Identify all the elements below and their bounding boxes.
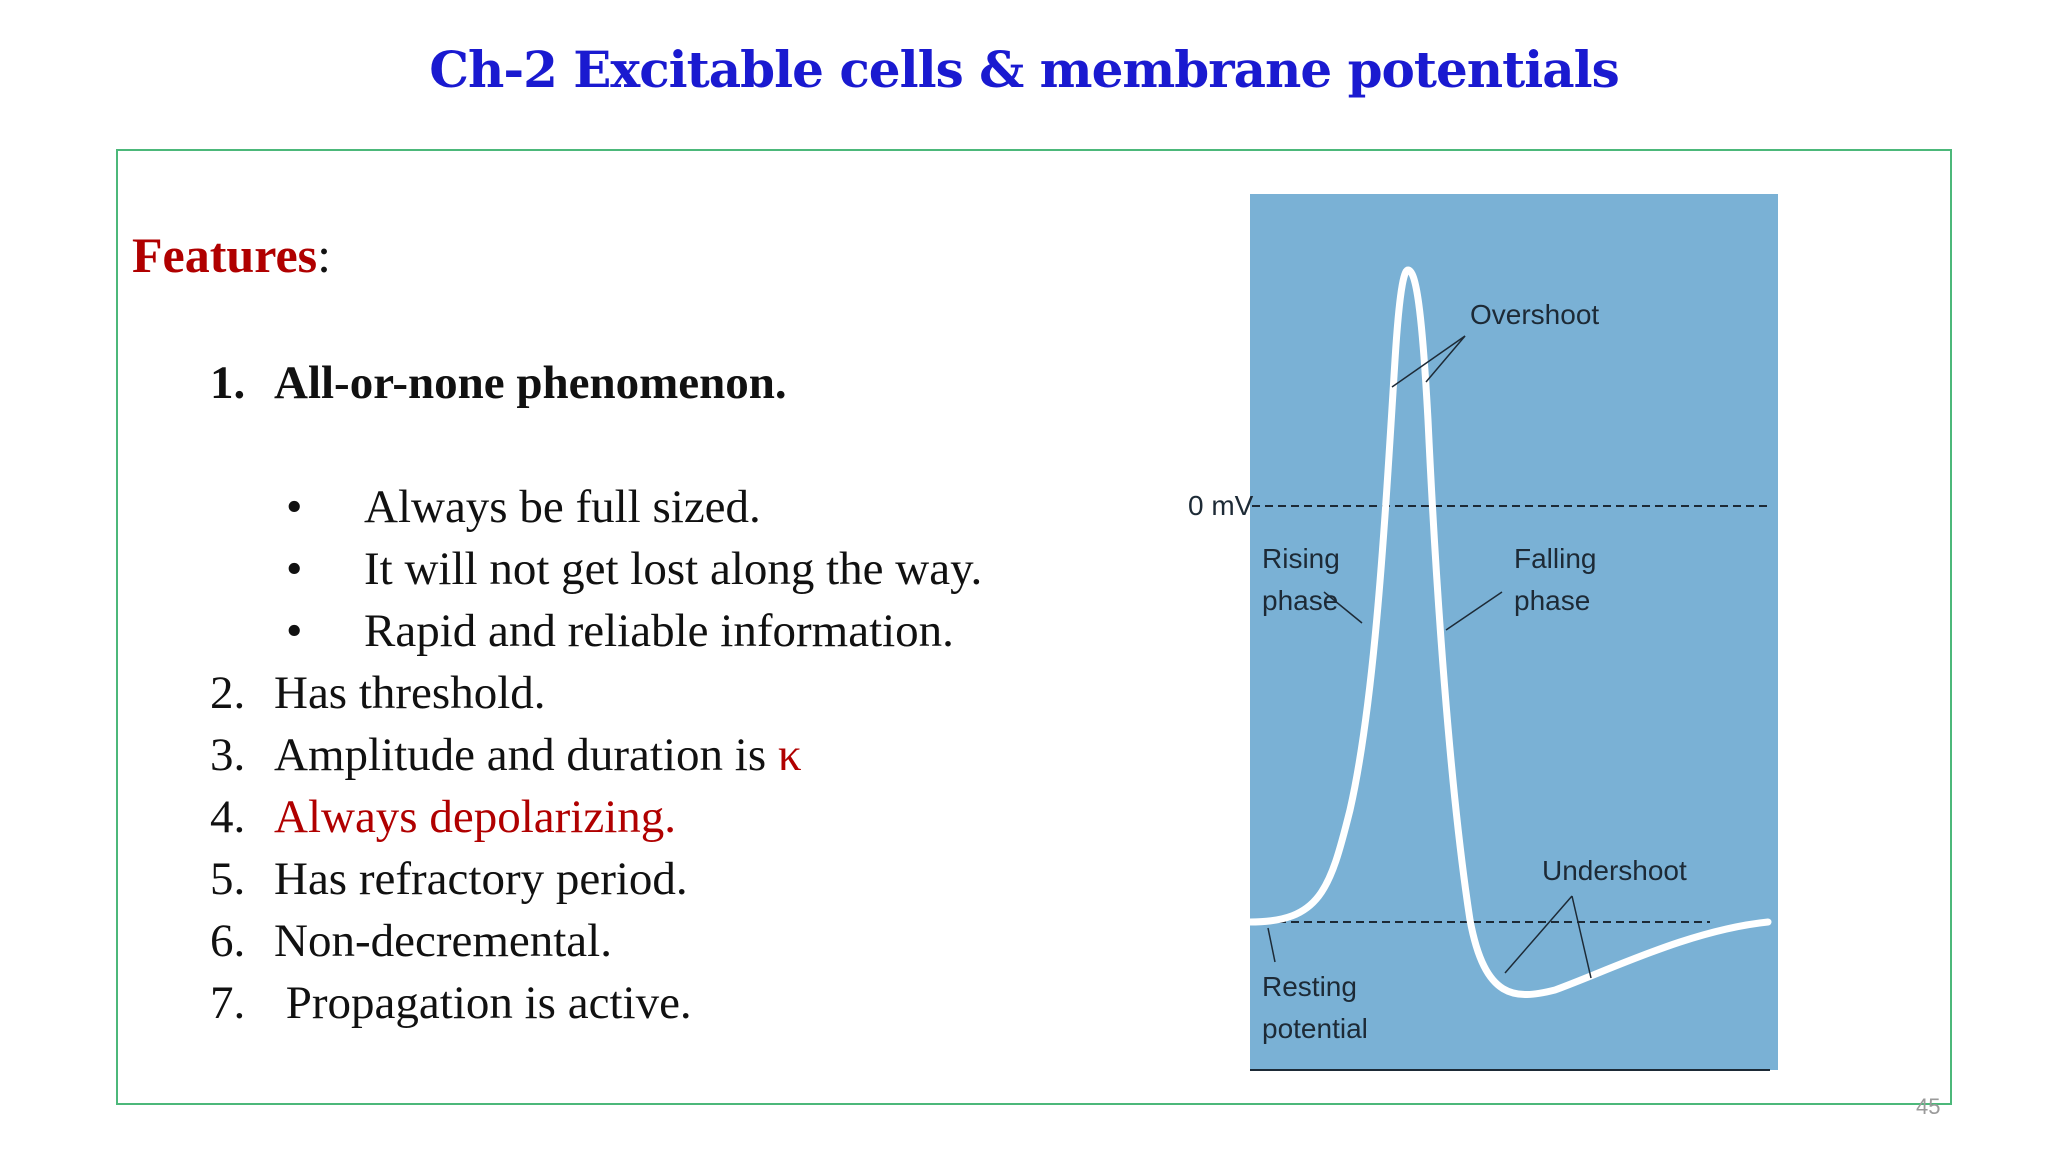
falling-label-2: phase	[1514, 585, 1590, 616]
kappa-symbol: κ	[777, 729, 802, 781]
point-3: 3. Amplitude and duration is κ	[210, 728, 802, 782]
point-1-number: 1.	[210, 357, 246, 409]
point-3-text: Amplitude and duration is	[274, 729, 778, 781]
bullet-1-text: Always be full sized.	[364, 481, 761, 533]
features-heading: Features:	[132, 226, 331, 284]
point-2-text: Has threshold.	[274, 667, 546, 719]
point-2-number: 2.	[210, 667, 246, 719]
point-1-text: All-or-none phenomenon.	[274, 357, 787, 409]
features-keyword: Features	[132, 227, 318, 283]
falling-label-1: Falling	[1514, 543, 1596, 574]
point-5-text: Has refractory period.	[274, 853, 688, 905]
undershoot-pointer-2	[1571, 895, 1592, 979]
undershoot-label: Undershoot	[1542, 855, 1687, 886]
rising-pointer	[1323, 591, 1363, 624]
falling-pointer	[1445, 591, 1503, 631]
bullet-1-mark: •	[286, 481, 303, 533]
overshoot-label: Overshoot	[1470, 299, 1599, 330]
undershoot-pointer-1	[1504, 895, 1573, 974]
action-potential-figure: 0 mV Overshoot Rising phase Falling phas…	[1188, 194, 1778, 1071]
slide-title: Ch-2 Excitable cells & membrane potentia…	[429, 40, 1620, 99]
features-colon: :	[317, 227, 332, 283]
point-6-number: 6.	[210, 915, 246, 967]
point-6-text: Non-decremental.	[274, 915, 612, 967]
page-number: 45	[1916, 1094, 1941, 1119]
point-7: 7. Propagation is active.	[210, 976, 692, 1030]
bullet-2-mark: •	[286, 543, 303, 595]
figure-panel	[1250, 194, 1778, 1070]
action-potential-trace	[1246, 266, 1772, 998]
resting-label-2: potential	[1262, 1013, 1368, 1044]
point-5: 5. Has refractory period.	[210, 852, 688, 906]
bullet-3-mark: •	[286, 605, 303, 657]
resting-label-1: Resting	[1262, 971, 1357, 1002]
resting-pointer	[1267, 927, 1276, 963]
zero-mv-label: 0 mV	[1188, 490, 1254, 521]
point-6: 6. Non-decremental.	[210, 914, 612, 968]
bullet-3-text: Rapid and reliable information.	[364, 605, 954, 657]
overshoot-pointer-1	[1391, 335, 1466, 388]
point-3-number: 3.	[210, 729, 246, 781]
bullet-2-text: It will not get lost along the way.	[364, 543, 983, 595]
rising-label-2: phase	[1262, 585, 1338, 616]
point-7-number: 7.	[210, 977, 246, 1029]
point-4: 4. Always depolarizing.	[210, 790, 676, 844]
point-2: 2. Has threshold.	[210, 666, 546, 720]
content-frame	[116, 149, 1952, 1105]
point-5-number: 5.	[210, 853, 246, 905]
point-4-text: Always depolarizing.	[274, 791, 677, 843]
overshoot-pointer-2	[1425, 335, 1466, 383]
point-7-text: Propagation is active.	[274, 977, 692, 1029]
point-4-number: 4.	[210, 791, 246, 843]
rising-label-1: Rising	[1262, 543, 1340, 574]
point-1: 1. All-or-none phenomenon.	[210, 356, 787, 410]
